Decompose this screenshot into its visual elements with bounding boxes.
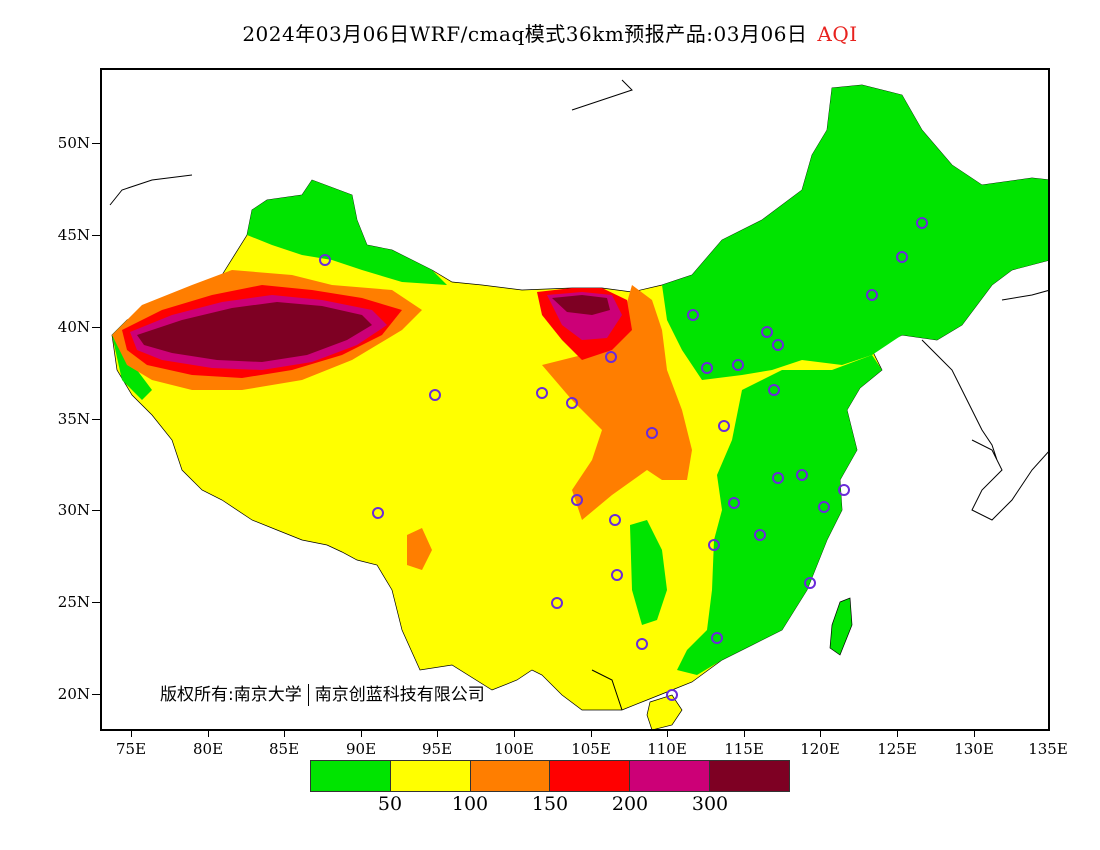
lon-tick xyxy=(208,731,209,737)
legend-swatch-1 xyxy=(311,761,391,791)
lat-label-35n: 35N xyxy=(57,410,90,428)
lon-tick xyxy=(437,731,438,737)
lon-label-125e: 125E xyxy=(877,740,917,758)
lon-label-80e: 80E xyxy=(192,740,224,758)
legend-swatch-4 xyxy=(550,761,631,791)
lat-tick xyxy=(92,694,100,695)
lon-label-105e: 105E xyxy=(571,740,611,758)
lon-label-100e: 100E xyxy=(494,740,534,758)
copyright-notice: 版权所有:南京大学 南京创蓝科技有限公司 xyxy=(160,680,485,706)
lon-label-90e: 90E xyxy=(345,740,377,758)
region-maroon-tarim xyxy=(137,302,372,362)
region-green-southwest xyxy=(630,520,667,625)
region-maroon-inner-mongolia xyxy=(552,295,610,315)
lon-tick xyxy=(820,731,821,737)
legend-swatch-2 xyxy=(390,761,471,791)
region-green-xinjiang-north xyxy=(247,180,447,285)
city-markers xyxy=(319,217,928,701)
region-green-southeast xyxy=(677,355,882,675)
lon-tick xyxy=(897,731,898,737)
lat-tick xyxy=(92,419,100,420)
lat-label-40n: 40N xyxy=(57,318,90,336)
lon-label-110e: 110E xyxy=(647,740,687,758)
legend-label-50: 50 xyxy=(377,793,403,815)
coastline-mongolia-north xyxy=(109,79,633,711)
lon-tick xyxy=(974,731,975,737)
lon-label-85e: 85E xyxy=(268,740,300,758)
lon-label-120e: 120E xyxy=(800,740,840,758)
title-variable: AQI xyxy=(817,22,858,46)
legend-label-150: 150 xyxy=(531,793,569,815)
lat-label-25n: 25N xyxy=(57,593,90,611)
legend-swatch-5 xyxy=(630,761,711,791)
lon-tick xyxy=(514,731,515,737)
lat-label-50n: 50N xyxy=(57,134,90,152)
lat-label-45n: 45N xyxy=(57,226,90,244)
copyright-prefix: 版权所有:南京大学 xyxy=(160,685,302,705)
lat-tick xyxy=(92,235,100,236)
lon-label-75e: 75E xyxy=(115,740,147,758)
legend-swatch-6 xyxy=(710,761,789,791)
lat-tick xyxy=(92,143,100,144)
title-main: 2024年03月06日WRF/cmaq模式36km预报产品:03月06日 xyxy=(242,22,808,46)
legend-swatch-3 xyxy=(470,761,551,791)
lat-label-30n: 30N xyxy=(57,501,90,519)
lat-tick xyxy=(92,327,100,328)
map-canvas xyxy=(109,79,1048,729)
lon-tick xyxy=(361,731,362,737)
map-title: 2024年03月06日WRF/cmaq模式36km预报产品:03月06日 AQI xyxy=(0,18,1100,47)
legend-label-300: 300 xyxy=(691,793,729,815)
hainan-island xyxy=(646,694,683,729)
taiwan-island xyxy=(829,597,853,656)
copyright-org: 南京创蓝科技有限公司 xyxy=(314,685,485,705)
lon-tick xyxy=(667,731,668,737)
lon-tick xyxy=(591,731,592,737)
lat-tick xyxy=(92,602,100,603)
region-green-northeast xyxy=(662,85,1048,380)
coastline-korea-japan xyxy=(921,290,1048,521)
region-orange-tibet-se xyxy=(407,528,432,570)
aqi-map[interactable] xyxy=(100,68,1050,731)
legend-label-200: 200 xyxy=(611,793,649,815)
lon-label-130e: 130E xyxy=(954,740,994,758)
copyright-separator xyxy=(307,684,309,706)
legend-label-100: 100 xyxy=(451,793,489,815)
lat-tick xyxy=(92,510,100,511)
lat-label-20n: 20N xyxy=(57,685,90,703)
lon-tick xyxy=(131,731,132,737)
lon-tick xyxy=(744,731,745,737)
lon-tick xyxy=(284,731,285,737)
lon-label-135e: 135E xyxy=(1028,740,1068,758)
lon-label-115e: 115E xyxy=(724,740,764,758)
region-orange-central xyxy=(542,285,692,520)
lon-label-95e: 95E xyxy=(421,740,453,758)
aqi-legend xyxy=(310,760,790,792)
